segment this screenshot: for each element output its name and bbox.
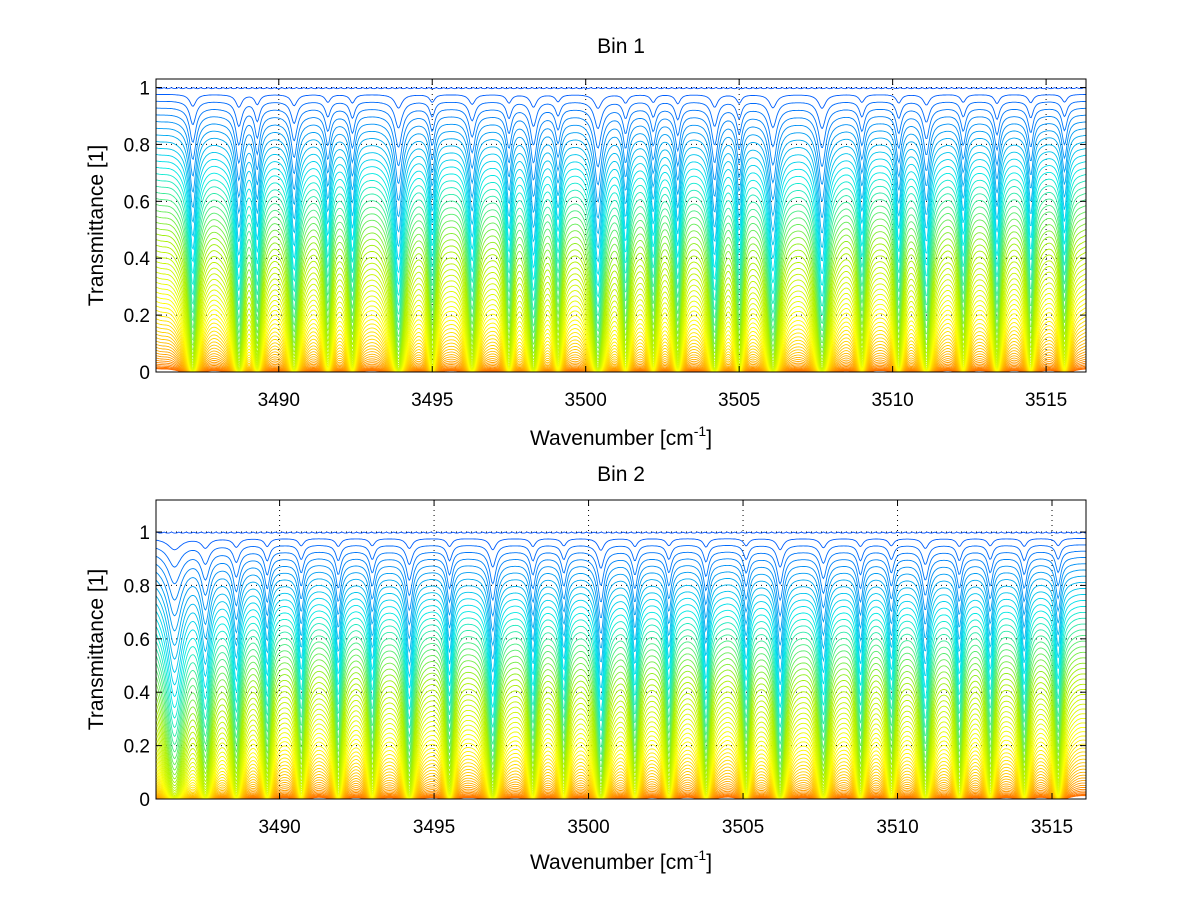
series-line [155, 550, 1086, 586]
x-tick-label: 3505 [722, 817, 764, 838]
series-line [155, 569, 1086, 634]
series-line [155, 114, 1087, 168]
series-line [155, 233, 1087, 361]
series-line [155, 698, 1087, 797]
series-line [156, 100, 1086, 130]
series-line [155, 544, 1086, 569]
subplot-bin-2: 3490 3495 3500 3505 3510 3515 0 0.2 0.4 0.6 0.8 1 B… [85, 463, 1087, 874]
series-line [155, 703, 1087, 797]
chart-title: Bin 1 [597, 35, 645, 58]
x-tick-label: 3500 [567, 817, 609, 838]
series-line [155, 197, 1087, 333]
series-line [155, 239, 1087, 363]
series-line [155, 640, 1087, 762]
series-line [155, 600, 1086, 701]
series-line [155, 594, 1087, 689]
series-line [156, 93, 1086, 109]
series-line [155, 210, 1087, 345]
x-tick-label: 3495 [411, 390, 453, 411]
series-line [155, 154, 1087, 263]
series-line [155, 651, 1086, 773]
chart-title: Bin 2 [597, 463, 645, 486]
series-line [155, 244, 1087, 365]
series-line [155, 134, 1087, 220]
y-tick-label: 1 [139, 79, 150, 100]
x-tick-label: 3510 [876, 817, 918, 838]
y-tick-label: 0 [139, 363, 150, 384]
x-axis-label: Wavenumber [cm-1] [530, 423, 712, 450]
series-line [155, 185, 1087, 317]
series-line [155, 179, 1087, 308]
series-line [155, 635, 1086, 755]
axes-box [155, 499, 1087, 800]
series-line [156, 121, 1087, 186]
series-line [155, 623, 1086, 740]
series-line [155, 717, 1087, 799]
series-line [155, 588, 1086, 676]
series-line [155, 147, 1087, 250]
series-line [155, 140, 1087, 235]
series-line [155, 693, 1086, 796]
series-group [155, 531, 1087, 800]
y-tick-label: 0.4 [124, 683, 151, 704]
x-tick-label: 3515 [1031, 817, 1073, 838]
series-line [155, 575, 1087, 649]
subplot-bin-1: 3490 3495 3500 3505 3510 3515 0 0.2 0.4 0.6 0.8 1 B… [85, 35, 1087, 450]
x-tick-label: 3495 [413, 817, 455, 838]
series-line [155, 215, 1087, 350]
y-tick-label: 0.6 [124, 630, 150, 651]
series-line [156, 107, 1086, 149]
series-line [155, 191, 1087, 325]
y-axis-label: Transmittance [1] [85, 145, 108, 306]
ticks: 3490 3495 3500 3505 3510 3515 0 0.2 0.4 0.6 0.8 1 [124, 500, 1086, 838]
series-line [155, 617, 1086, 732]
series-line [155, 160, 1087, 276]
series-line [155, 204, 1087, 339]
series-line [155, 173, 1087, 299]
series-line [155, 673, 1086, 788]
series-line [155, 683, 1086, 792]
y-tick-label: 1 [139, 523, 150, 544]
ticks: 3490 3495 3500 3505 3510 3515 0 0.2 0.4 0.6 0.8 1 [124, 79, 1086, 411]
x-tick-label: 3500 [565, 390, 607, 411]
series-line [155, 221, 1087, 354]
series-line [155, 606, 1086, 712]
series-line [155, 688, 1086, 794]
x-tick-label: 3505 [718, 390, 760, 411]
y-tick-label: 0.4 [124, 249, 151, 270]
y-tick-label: 0.2 [124, 737, 150, 758]
series-line [155, 708, 1087, 798]
y-tick-label: 0 [139, 790, 150, 811]
x-tick-label: 3490 [258, 390, 300, 411]
x-tick-label: 3515 [1025, 390, 1067, 411]
x-tick-label: 3510 [871, 390, 913, 411]
y-tick-label: 0.2 [124, 306, 150, 327]
series-line [155, 166, 1087, 288]
series-line [155, 538, 1086, 551]
series-line [155, 87, 1087, 90]
series-line [155, 611, 1087, 722]
series-line [155, 657, 1086, 778]
series-line [155, 713, 1087, 799]
series-line [155, 662, 1086, 782]
series-line [155, 557, 1087, 603]
y-tick-label: 0.6 [124, 192, 150, 213]
axes-box [155, 78, 1087, 373]
series-line [155, 629, 1086, 748]
series-line [155, 646, 1087, 768]
series-line [155, 678, 1086, 790]
series-line [155, 581, 1086, 663]
x-tick-label: 3490 [258, 817, 300, 838]
y-tick-label: 0.8 [124, 135, 150, 156]
series-line [155, 531, 1087, 534]
series-line [155, 127, 1087, 203]
series-line [155, 563, 1086, 619]
series-line [155, 227, 1087, 358]
x-axis-label: Wavenumber [cm-1] [530, 847, 712, 874]
y-tick-label: 0.8 [124, 576, 150, 597]
series-line [155, 668, 1086, 785]
y-axis-label: Transmittance [1] [85, 569, 108, 730]
